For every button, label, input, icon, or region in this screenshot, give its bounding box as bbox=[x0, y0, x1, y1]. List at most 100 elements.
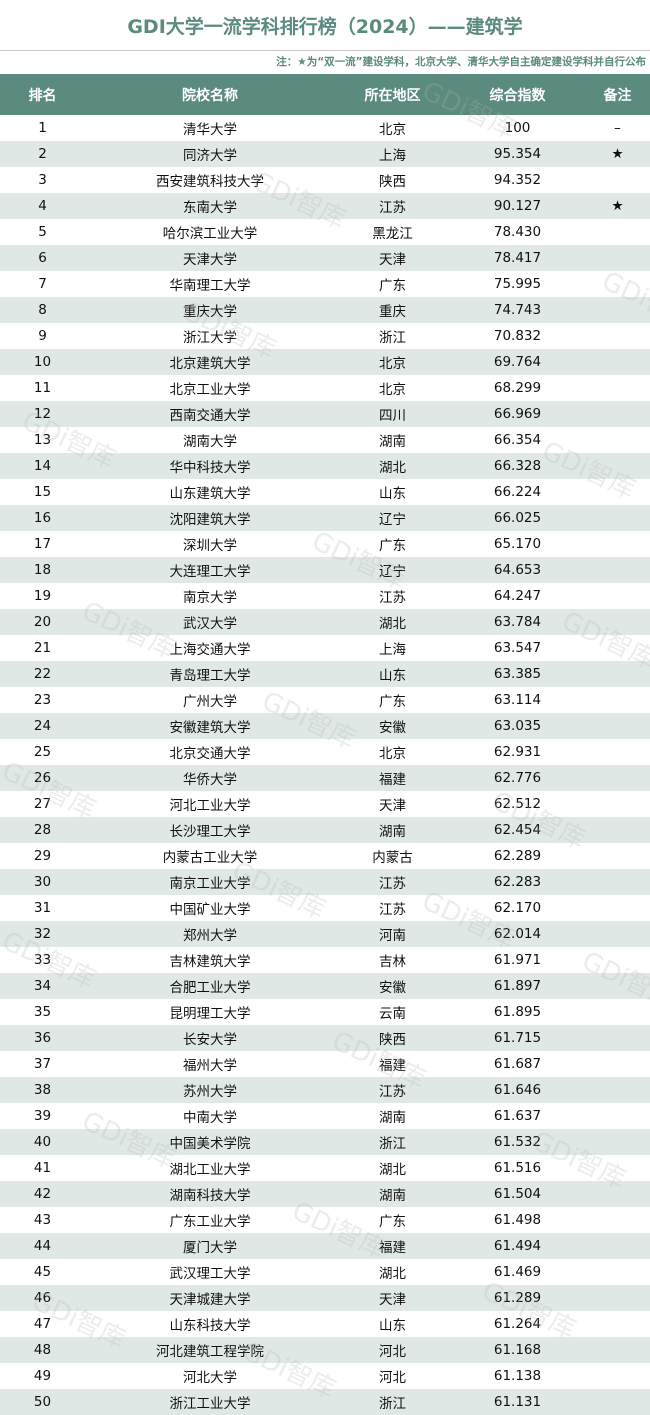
table-row: 31 中国矿业大学 江苏 62.170 bbox=[0, 895, 650, 921]
region-cell: 山东 bbox=[379, 1318, 406, 1334]
rank-cell: 50 bbox=[0, 1389, 85, 1415]
table-row: 6 天津大学 天津 78.417 bbox=[0, 245, 650, 271]
school-cell: 广东工业大学 bbox=[169, 1214, 251, 1230]
score-cell: 61.504 bbox=[450, 1181, 585, 1207]
region-cell: 北京 bbox=[379, 382, 406, 398]
school-cell: 山东建筑大学 bbox=[169, 486, 251, 502]
score-cell: 61.469 bbox=[493, 1264, 542, 1280]
note-cell bbox=[585, 869, 650, 895]
score-cell: 69.764 bbox=[450, 349, 585, 375]
score-cell: 66.354 bbox=[493, 432, 542, 448]
table-row: 22 青岛理工大学 山东 63.385 bbox=[0, 661, 650, 687]
school-cell: 哈尔滨工业大学 bbox=[162, 226, 258, 242]
school-cell: 北京工业大学 bbox=[169, 382, 251, 398]
school-cell: 武汉大学 bbox=[85, 609, 335, 635]
note-cell bbox=[585, 557, 650, 583]
table-row: 17 深圳大学 广东 65.170 bbox=[0, 531, 650, 557]
score-cell: 74.743 bbox=[450, 297, 585, 323]
rank-cell: 31 bbox=[33, 900, 52, 916]
region-cell: 山东 bbox=[379, 486, 406, 502]
table-row: 3 西安建筑科技大学 陕西 94.352 bbox=[0, 167, 650, 193]
rank-cell: 20 bbox=[0, 609, 85, 635]
school-cell: 深圳大学 bbox=[183, 538, 237, 554]
rank-cell: 8 bbox=[0, 297, 85, 323]
score-cell: 61.498 bbox=[493, 1212, 542, 1228]
table-row: 38 苏州大学 江苏 61.646 bbox=[0, 1077, 650, 1103]
region-cell: 湖北 bbox=[335, 453, 450, 479]
rank-cell: 19 bbox=[33, 588, 52, 604]
note-cell bbox=[585, 271, 650, 297]
score-cell: 94.352 bbox=[493, 172, 542, 188]
table-row: 28 长沙理工大学 湖南 62.454 bbox=[0, 817, 650, 843]
note-cell bbox=[585, 817, 650, 843]
rank-cell: 26 bbox=[0, 765, 85, 791]
rank-cell: 14 bbox=[0, 453, 85, 479]
table-row: 33 吉林建筑大学 吉林 61.971 bbox=[0, 947, 650, 973]
score-cell: 63.385 bbox=[450, 661, 585, 687]
region-cell: 山东 bbox=[335, 661, 450, 687]
note-cell bbox=[585, 375, 650, 401]
table-row: 5 哈尔滨工业大学 黑龙江 78.430 bbox=[0, 219, 650, 245]
note-cell bbox=[585, 453, 650, 479]
school-cell: 山东科技大学 bbox=[169, 1318, 251, 1334]
table-row: 18 大连理工大学 辽宁 64.653 bbox=[0, 557, 650, 583]
table-row: 14 华中科技大学 湖北 66.328 bbox=[0, 453, 650, 479]
school-cell: 西安建筑科技大学 bbox=[156, 174, 264, 190]
rank-cell: 17 bbox=[33, 536, 52, 552]
rank-cell: 23 bbox=[33, 692, 52, 708]
rank-cell: 42 bbox=[0, 1181, 85, 1207]
table-row: 1 清华大学 北京 100 – bbox=[0, 115, 650, 141]
school-cell: 华南理工大学 bbox=[169, 278, 251, 294]
note-cell bbox=[585, 167, 650, 193]
score-cell: 70.832 bbox=[493, 328, 542, 344]
score-cell: 66.224 bbox=[493, 484, 542, 500]
score-cell: 62.454 bbox=[450, 817, 585, 843]
school-cell: 华中科技大学 bbox=[85, 453, 335, 479]
school-cell: 上海交通大学 bbox=[169, 642, 251, 658]
rank-cell: 44 bbox=[0, 1233, 85, 1259]
note-cell bbox=[585, 661, 650, 687]
rank-cell: 36 bbox=[0, 1025, 85, 1051]
note-cell bbox=[585, 505, 650, 531]
school-cell: 浙江工业大学 bbox=[85, 1389, 335, 1415]
region-cell: 广东 bbox=[379, 278, 406, 294]
rank-cell: 16 bbox=[0, 505, 85, 531]
rank-cell: 13 bbox=[33, 432, 52, 448]
score-cell: 61.289 bbox=[450, 1285, 585, 1311]
region-cell: 陕西 bbox=[379, 174, 406, 190]
note-cell bbox=[585, 1077, 650, 1103]
note-cell bbox=[585, 947, 650, 973]
school-cell: 广州大学 bbox=[183, 694, 237, 710]
table-row: 10 北京建筑大学 北京 69.764 bbox=[0, 349, 650, 375]
region-cell: 辽宁 bbox=[335, 505, 450, 531]
school-cell: 河北大学 bbox=[183, 1370, 237, 1386]
table-row: 34 合肥工业大学 安徽 61.897 bbox=[0, 973, 650, 999]
region-cell: 江苏 bbox=[379, 590, 406, 606]
table-row: 26 华侨大学 福建 62.776 bbox=[0, 765, 650, 791]
score-cell: 78.417 bbox=[450, 245, 585, 271]
note-cell bbox=[585, 791, 650, 817]
note-cell: ★ bbox=[585, 141, 650, 167]
score-cell: 61.897 bbox=[450, 973, 585, 999]
region-cell: 河南 bbox=[335, 921, 450, 947]
school-cell: 同济大学 bbox=[85, 141, 335, 167]
table-row: 21 上海交通大学 上海 63.547 bbox=[0, 635, 650, 661]
table-row: 45 武汉理工大学 湖北 61.469 bbox=[0, 1259, 650, 1285]
table-row: 15 山东建筑大学 山东 66.224 bbox=[0, 479, 650, 505]
region-cell: 江苏 bbox=[379, 902, 406, 918]
note-cell bbox=[585, 1233, 650, 1259]
region-cell: 湖北 bbox=[335, 609, 450, 635]
note-cell bbox=[585, 1129, 650, 1155]
rank-cell: 46 bbox=[0, 1285, 85, 1311]
divider bbox=[0, 50, 650, 51]
rank-cell: 47 bbox=[33, 1316, 52, 1332]
header-note: 备注 bbox=[585, 74, 650, 115]
region-cell: 江苏 bbox=[335, 869, 450, 895]
score-cell: 62.170 bbox=[493, 900, 542, 916]
note-cell bbox=[585, 635, 650, 661]
rank-cell: 4 bbox=[0, 193, 85, 219]
rank-cell: 7 bbox=[38, 276, 47, 292]
rank-cell: 3 bbox=[38, 172, 47, 188]
score-cell: 61.646 bbox=[450, 1077, 585, 1103]
note-cell bbox=[585, 609, 650, 635]
